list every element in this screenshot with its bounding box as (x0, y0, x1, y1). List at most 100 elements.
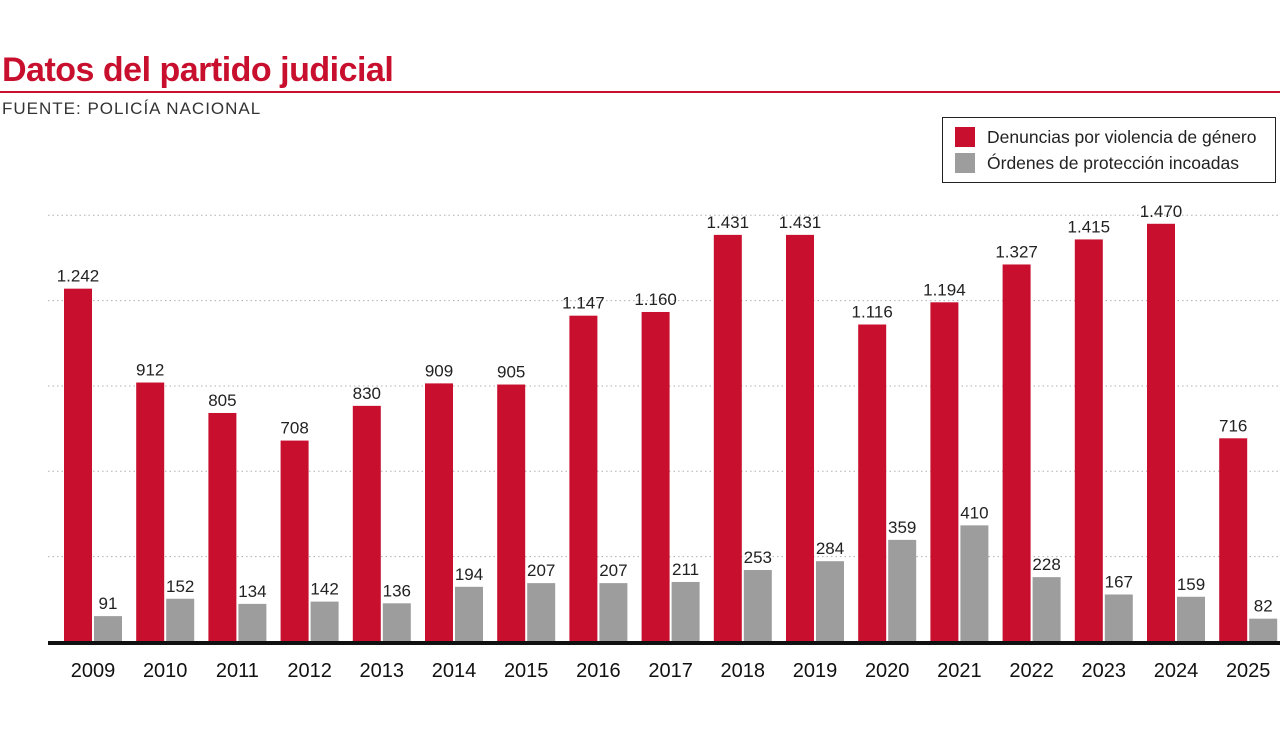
value-label-ordenes-2013: 136 (383, 581, 411, 600)
value-label-ordenes-2011: 134 (238, 582, 266, 601)
bars (64, 223, 1278, 642)
bar-denuncias-2009 (64, 288, 92, 642)
value-label-denuncias-2025: 716 (1219, 416, 1247, 435)
bar-denuncias-2012 (280, 440, 309, 642)
value-label-ordenes-2019: 284 (816, 539, 844, 558)
gridlines (48, 214, 1280, 558)
value-label-ordenes-2022: 228 (1032, 555, 1060, 574)
bar-denuncias-2016 (569, 315, 598, 642)
bar-ordenes-2019 (816, 561, 844, 642)
legend-swatch-ordenes (955, 153, 975, 173)
value-label-ordenes-2023: 167 (1105, 572, 1133, 591)
value-label-ordenes-2021: 410 (960, 503, 988, 522)
value-label-denuncias-2016: 1.147 (562, 294, 605, 313)
value-label-denuncias-2017: 1.160 (634, 290, 677, 309)
x-axis: 2009 2010 2011 2012 2013 2014 2015 2016 2017 2018… (48, 641, 1280, 682)
value-labels: 1.242 91 912 152 805 134 708 142 830 136 909 194 905… (57, 202, 1273, 616)
value-label-ordenes-2012: 142 (310, 580, 338, 599)
x-tick-label-2009: 2009 (71, 660, 116, 682)
bar-denuncias-2015 (497, 384, 526, 642)
bar-ordenes-2013 (382, 603, 411, 642)
value-label-denuncias-2021: 1.194 (923, 280, 966, 299)
source-note: FUENTE: POLICÍA NACIONAL (2, 99, 262, 118)
x-tick-label-2018: 2018 (721, 660, 766, 682)
value-label-denuncias-2009: 1.242 (57, 267, 100, 286)
bar-ordenes-2024 (1177, 596, 1205, 642)
value-label-ordenes-2017: 211 (672, 560, 699, 579)
legend-swatch-denuncias (955, 127, 975, 147)
bar-denuncias-2025 (1219, 438, 1248, 642)
legend-item-ordenes: Órdenes de protección incoadas (955, 152, 1239, 174)
bar-ordenes-2016 (599, 583, 628, 642)
x-tick-label-2024: 2024 (1154, 660, 1199, 682)
value-label-denuncias-2018: 1.431 (707, 213, 750, 232)
bar-denuncias-2022 (1002, 264, 1031, 642)
bar-ordenes-2017 (671, 581, 700, 642)
bar-denuncias-2017 (641, 311, 670, 642)
value-label-ordenes-2024: 159 (1177, 575, 1205, 594)
bar-ordenes-2014 (455, 586, 483, 642)
legend-label-denuncias: Denuncias por violencia de género (987, 126, 1257, 147)
bar-denuncias-2021 (930, 302, 959, 642)
value-label-denuncias-2011: 805 (208, 391, 236, 410)
bar-denuncias-2013 (352, 405, 381, 642)
x-tick-label-2025: 2025 (1226, 660, 1271, 682)
legend-label-ordenes: Órdenes de protección incoadas (987, 152, 1239, 173)
bar-ordenes-2018 (743, 570, 772, 642)
value-label-denuncias-2013: 830 (353, 384, 381, 403)
value-label-ordenes-2009: 91 (99, 594, 118, 613)
bar-ordenes-2009 (94, 616, 122, 642)
value-label-denuncias-2019: 1.431 (779, 213, 822, 232)
x-tick-label-2012: 2012 (287, 660, 332, 682)
value-label-denuncias-2014: 909 (425, 361, 453, 380)
x-tick-label-2021: 2021 (937, 660, 982, 682)
x-tick-label-2017: 2017 (648, 660, 693, 682)
title-rule (0, 91, 1280, 93)
bar-ordenes-2015 (527, 583, 556, 642)
value-label-denuncias-2020: 1.116 (852, 302, 893, 321)
bar-ordenes-2023 (1104, 594, 1133, 642)
bar-denuncias-2014 (425, 383, 453, 642)
value-label-denuncias-2012: 708 (280, 419, 308, 438)
x-tick-label-2010: 2010 (143, 660, 188, 682)
bar-ordenes-2010 (166, 598, 195, 642)
bar-ordenes-2011 (238, 603, 267, 642)
bar-ordenes-2022 (1032, 577, 1061, 642)
value-label-denuncias-2015: 905 (497, 363, 525, 382)
bar-ordenes-2025 (1249, 618, 1278, 642)
value-label-ordenes-2020: 359 (888, 518, 916, 537)
bar-denuncias-2024 (1147, 223, 1175, 642)
value-label-denuncias-2010: 912 (136, 361, 164, 380)
value-label-denuncias-2022: 1.327 (995, 242, 1038, 261)
bar-ordenes-2021 (960, 525, 989, 642)
bar-denuncias-2018 (713, 234, 742, 642)
bar-ordenes-2012 (310, 601, 339, 642)
bar-denuncias-2020 (858, 324, 887, 642)
bar-denuncias-2010 (136, 382, 165, 642)
x-tick-label-2016: 2016 (576, 660, 621, 682)
x-tick-label-2014: 2014 (432, 660, 477, 682)
chart-title: Datos del partido judicial (2, 51, 394, 89)
bar-denuncias-2023 (1074, 239, 1103, 642)
bar-ordenes-2020 (888, 539, 917, 642)
x-tick-label-2015: 2015 (504, 660, 549, 682)
value-label-denuncias-2023: 1.415 (1068, 217, 1111, 236)
x-tick-label-2020: 2020 (865, 660, 910, 682)
value-label-denuncias-2024: 1.470 (1140, 202, 1183, 221)
value-label-ordenes-2010: 152 (166, 577, 194, 596)
value-label-ordenes-2015: 207 (527, 561, 555, 580)
legend: Denuncias por violencia de género Órdene… (942, 117, 1276, 183)
x-tick-label-2023: 2023 (1082, 660, 1127, 682)
legend-item-denuncias: Denuncias por violencia de género (955, 126, 1256, 148)
value-label-ordenes-2014: 194 (455, 565, 483, 584)
x-tick-label-2022: 2022 (1009, 660, 1054, 682)
bar-denuncias-2011 (208, 412, 237, 642)
x-tick-label-2013: 2013 (360, 660, 405, 682)
value-label-ordenes-2016: 207 (599, 561, 627, 580)
value-label-ordenes-2018: 253 (744, 548, 772, 567)
value-label-ordenes-2025: 82 (1254, 597, 1273, 616)
bar-denuncias-2019 (786, 234, 814, 642)
x-tick-label-2011: 2011 (216, 660, 259, 682)
x-tick-label-2019: 2019 (793, 660, 838, 682)
